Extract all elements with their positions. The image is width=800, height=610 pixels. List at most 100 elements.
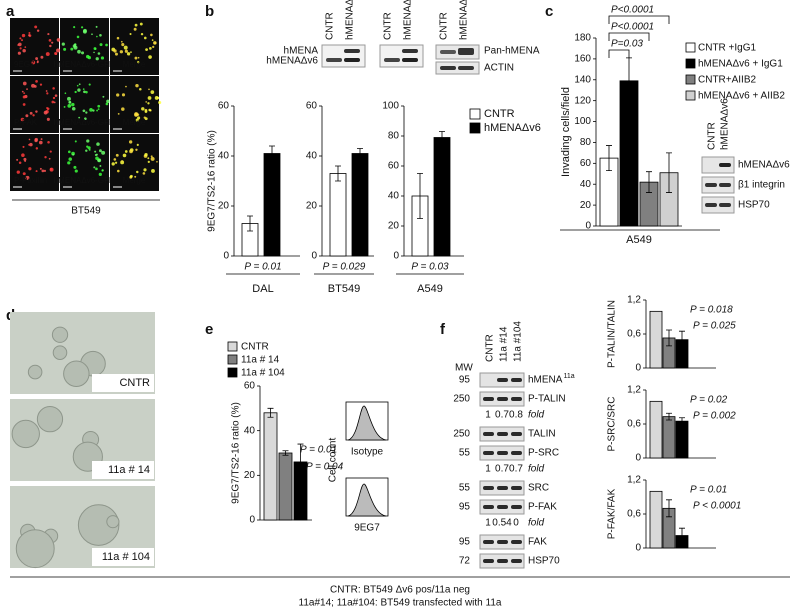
band xyxy=(705,183,717,187)
cell xyxy=(27,364,43,380)
signal-dot xyxy=(95,25,98,28)
band xyxy=(458,66,474,70)
blot-label: HSP70 xyxy=(528,556,560,567)
signal-dot xyxy=(61,42,65,46)
signal-dot xyxy=(40,55,44,59)
p-value: P = 0.018 xyxy=(690,305,733,316)
legend-label: CNTR xyxy=(484,108,515,120)
y-tick-label: 0 xyxy=(223,251,229,262)
band xyxy=(511,505,522,509)
signal-dot xyxy=(98,172,102,176)
band xyxy=(483,451,494,455)
signal-dot xyxy=(97,108,100,111)
signal-dot xyxy=(56,48,60,53)
signal-dot xyxy=(99,149,102,153)
lane-label: CNTR xyxy=(707,122,718,150)
blot xyxy=(701,196,735,214)
y-tick-label: 0 xyxy=(635,453,641,464)
signal-dot xyxy=(38,140,43,145)
mw-label: 95 xyxy=(459,375,471,386)
signal-dot xyxy=(96,35,98,38)
signal-dot xyxy=(55,52,58,56)
micrograph xyxy=(110,76,159,133)
panel-label: b xyxy=(205,3,214,20)
signal-dot xyxy=(116,169,120,173)
signal-dot xyxy=(49,44,52,48)
signal-dot xyxy=(85,149,88,152)
mw-label: 72 xyxy=(459,556,471,567)
y-axis-title: P-FAK/FAK xyxy=(607,488,618,539)
band xyxy=(511,451,522,455)
signal-dot xyxy=(36,29,40,32)
y-tick-label: 60 xyxy=(306,101,318,112)
signal-dot xyxy=(96,142,100,146)
legend-label: CNTR xyxy=(241,342,269,353)
blot-label: FAK xyxy=(528,537,547,548)
mw-label: 55 xyxy=(459,483,471,494)
legend-label: 11a # 14 xyxy=(241,355,280,366)
signal-dot xyxy=(134,175,137,178)
signal-dot xyxy=(124,150,128,153)
signal-dot xyxy=(137,61,140,64)
signal-dot xyxy=(80,26,84,29)
fold-value: 0 xyxy=(513,518,519,529)
fold-value: 0.7 xyxy=(495,410,509,421)
signal-dot xyxy=(139,22,143,26)
bar xyxy=(662,416,676,459)
histogram xyxy=(347,483,387,517)
signal-dot xyxy=(137,56,140,59)
error-bar xyxy=(282,450,289,456)
signal-dot xyxy=(124,49,128,53)
band xyxy=(483,397,494,401)
signal-dot xyxy=(77,88,81,92)
cell xyxy=(77,504,120,546)
bar xyxy=(649,310,663,369)
cell xyxy=(106,515,120,529)
cell-signal xyxy=(63,83,110,121)
y-tick-label: 40 xyxy=(244,425,256,436)
signal-dot xyxy=(148,88,150,91)
band xyxy=(511,540,522,544)
signal-dot xyxy=(21,33,26,38)
signal-dot xyxy=(97,52,101,55)
legend-swatch xyxy=(469,108,481,120)
error-bar xyxy=(297,443,304,481)
y-tick-label: 100 xyxy=(574,116,591,127)
p-value: P = 0.03 xyxy=(411,262,449,273)
signal-dot xyxy=(84,117,87,121)
y-tick-label: 160 xyxy=(574,54,591,65)
signal-dot xyxy=(82,88,85,90)
bar xyxy=(433,137,451,257)
blot-label: hMENAΔv6 xyxy=(738,160,790,171)
signal-dot xyxy=(49,150,52,153)
signal-dot xyxy=(85,54,90,59)
signal-dot xyxy=(113,49,117,53)
y-tick-label: 140 xyxy=(574,74,591,85)
label-box xyxy=(92,461,154,479)
signal-dot xyxy=(97,104,101,108)
band xyxy=(497,397,508,401)
fold-label: fold xyxy=(528,518,545,529)
legend-swatch xyxy=(469,122,481,134)
error-bar xyxy=(417,173,423,219)
band xyxy=(497,559,508,563)
signal-dot xyxy=(36,61,39,64)
signal-dot xyxy=(28,143,30,146)
mw-label: 55 xyxy=(459,448,471,459)
bar xyxy=(675,420,689,459)
signal-dot xyxy=(116,93,120,97)
p-value: P = 0.002 xyxy=(693,411,736,422)
signal-dot xyxy=(126,52,131,56)
signal-dot xyxy=(45,90,48,92)
signal-dot xyxy=(83,90,86,94)
signal-dot xyxy=(119,50,124,54)
band xyxy=(511,397,522,401)
signal-dot xyxy=(35,170,38,173)
y-tick-label: 20 xyxy=(244,470,256,481)
error-bar xyxy=(679,330,685,349)
cell-signal xyxy=(20,80,58,122)
signal-dot xyxy=(67,96,71,101)
micrograph xyxy=(60,18,109,75)
signal-dot xyxy=(114,52,118,56)
signal-dot xyxy=(34,137,38,142)
